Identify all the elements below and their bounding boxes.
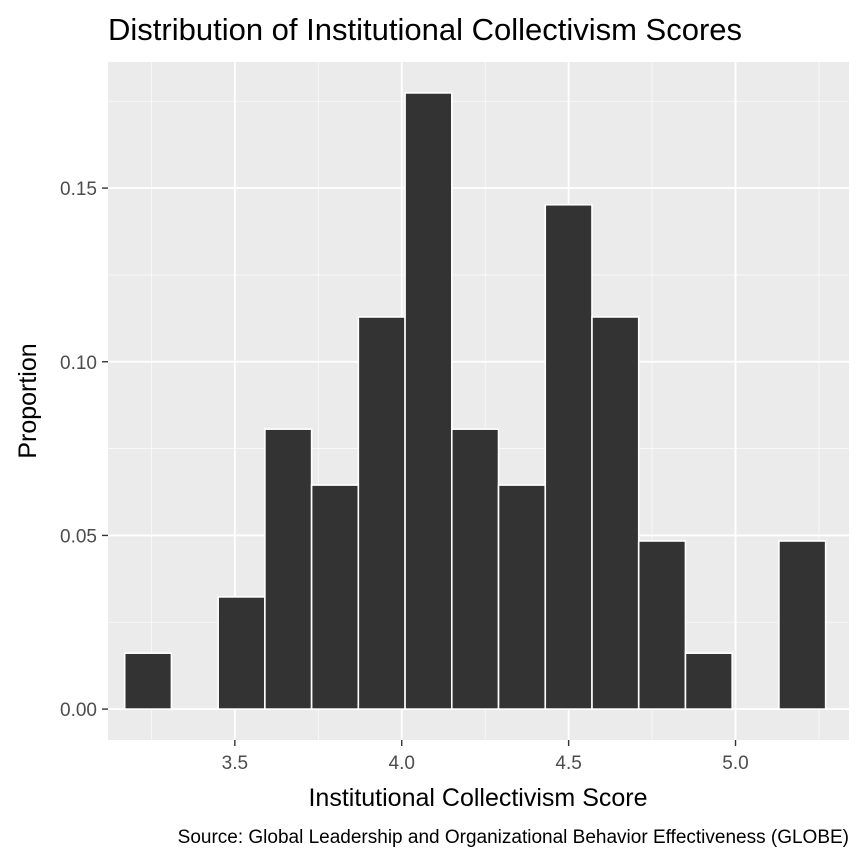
histogram-bar [778, 540, 827, 710]
histogram-bar [591, 316, 640, 710]
histogram-bar [264, 428, 313, 710]
y-tick-label: 0.00 [60, 700, 97, 721]
histogram-bar [217, 596, 266, 710]
histogram-bar [497, 484, 547, 710]
histogram-bar [684, 652, 733, 710]
x-tick-label: 5.0 [722, 753, 748, 774]
x-tick-label: 3.5 [222, 753, 248, 774]
y-axis-title: Proportion [14, 343, 42, 458]
chart-title: Distribution of Institutional Collectivi… [108, 12, 742, 47]
y-tick-label: 0.15 [60, 179, 97, 200]
chart-caption: Source: Global Leadership and Organizati… [178, 827, 849, 848]
x-axis: 3.5 4.0 4.5 5.0 [222, 740, 749, 774]
histogram-bar [123, 652, 173, 710]
histogram-bar [637, 540, 687, 710]
histogram-bar [544, 203, 593, 710]
y-axis: 0.00 0.05 0.10 0.15 [60, 179, 108, 721]
histogram-bar [404, 92, 453, 710]
x-axis-title: Institutional Collectivism Score [308, 784, 647, 812]
x-tick-label: 4.5 [555, 753, 581, 774]
y-tick-label: 0.05 [60, 526, 97, 547]
y-tick-label: 0.10 [60, 353, 97, 374]
histogram-bar [357, 316, 406, 710]
bars [123, 92, 827, 710]
histogram-bar [450, 428, 500, 710]
histogram-bar [310, 484, 360, 710]
x-tick-label: 4.0 [389, 753, 415, 774]
